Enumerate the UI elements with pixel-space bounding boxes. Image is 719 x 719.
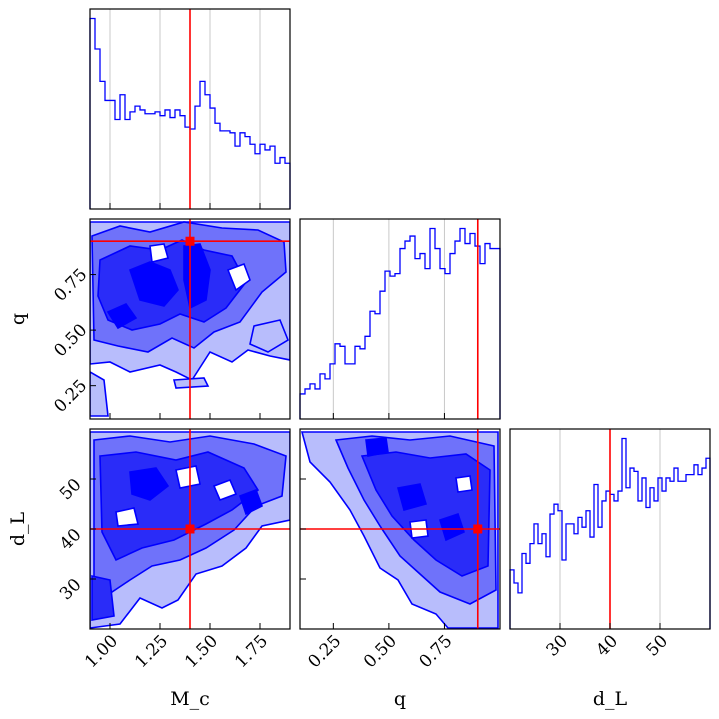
truth-point xyxy=(185,524,195,534)
tick-label-Mc: 1.75 xyxy=(231,631,272,672)
panel-frame xyxy=(299,218,501,420)
tick-label-q: 0.25 xyxy=(304,631,345,672)
xlabel-dL: d_L xyxy=(593,688,628,710)
xlabel-q: q xyxy=(394,688,406,710)
truth-point xyxy=(185,236,195,246)
tick-label-dL: 50 xyxy=(56,475,85,504)
tick-label-dL: 30 xyxy=(56,575,85,604)
panel-frame xyxy=(89,218,291,420)
tick-label-dL: 50 xyxy=(643,631,672,660)
axes-labels: M_c q d_Lqd_L xyxy=(7,313,628,710)
tick-label-dL: 40 xyxy=(593,631,622,660)
xlabel-Mc: M_c xyxy=(170,688,210,710)
contour-q-vs-mc xyxy=(90,219,290,419)
tick-label-dL: 40 xyxy=(56,525,85,554)
tick-label-Mc: 1.50 xyxy=(181,631,222,672)
tick-label-dL: 30 xyxy=(543,631,572,660)
ylabel-dL: d_L xyxy=(7,511,29,546)
truth-markers xyxy=(90,9,611,629)
tick-label-Mc: 1.00 xyxy=(81,631,122,672)
ylabel-q: q xyxy=(7,313,29,325)
panel-frame xyxy=(89,8,291,210)
tick-label-Mc: 1.25 xyxy=(131,631,172,672)
tick-label-q: 0.75 xyxy=(50,265,91,306)
tick-label-q: 0.50 xyxy=(360,631,401,672)
tick-label-q: 0.75 xyxy=(416,631,457,672)
histogram-q xyxy=(299,227,501,419)
truth-point xyxy=(473,524,483,534)
tick-label-q: 0.50 xyxy=(50,320,91,361)
tick-label-q: 0.25 xyxy=(50,376,91,417)
